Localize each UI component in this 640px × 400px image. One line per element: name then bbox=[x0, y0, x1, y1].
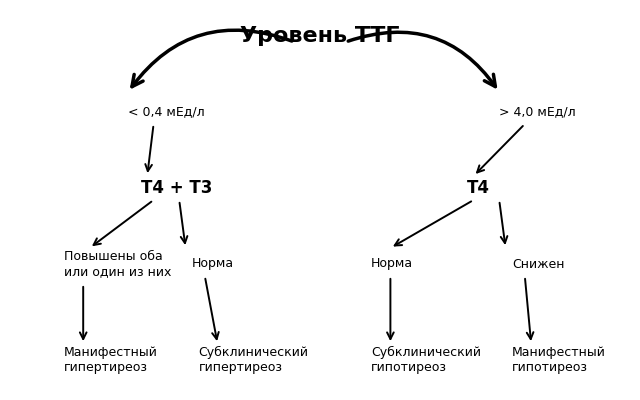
Text: < 0,4 мЕд/л: < 0,4 мЕд/л bbox=[128, 106, 205, 118]
Text: Повышены оба
или один из них: Повышены оба или один из них bbox=[64, 250, 172, 278]
Text: Т4: Т4 bbox=[467, 179, 490, 197]
Text: Уровень ТТГ: Уровень ТТГ bbox=[240, 26, 400, 46]
Text: > 4,0 мЕд/л: > 4,0 мЕд/л bbox=[499, 106, 576, 118]
Text: Норма: Норма bbox=[192, 258, 234, 270]
Text: Т4 + Т3: Т4 + Т3 bbox=[141, 179, 212, 197]
Text: Субклинический
гипотиреоз: Субклинический гипотиреоз bbox=[371, 346, 481, 374]
Text: Норма: Норма bbox=[371, 258, 413, 270]
FancyArrowPatch shape bbox=[348, 32, 495, 86]
Text: Снижен: Снижен bbox=[512, 258, 564, 270]
FancyArrowPatch shape bbox=[132, 30, 292, 87]
Text: Манифестный
гипотиреоз: Манифестный гипотиреоз bbox=[512, 346, 606, 374]
Text: Субклинический
гипертиреоз: Субклинический гипертиреоз bbox=[198, 346, 308, 374]
Text: Манифестный
гипертиреоз: Манифестный гипертиреоз bbox=[64, 346, 158, 374]
